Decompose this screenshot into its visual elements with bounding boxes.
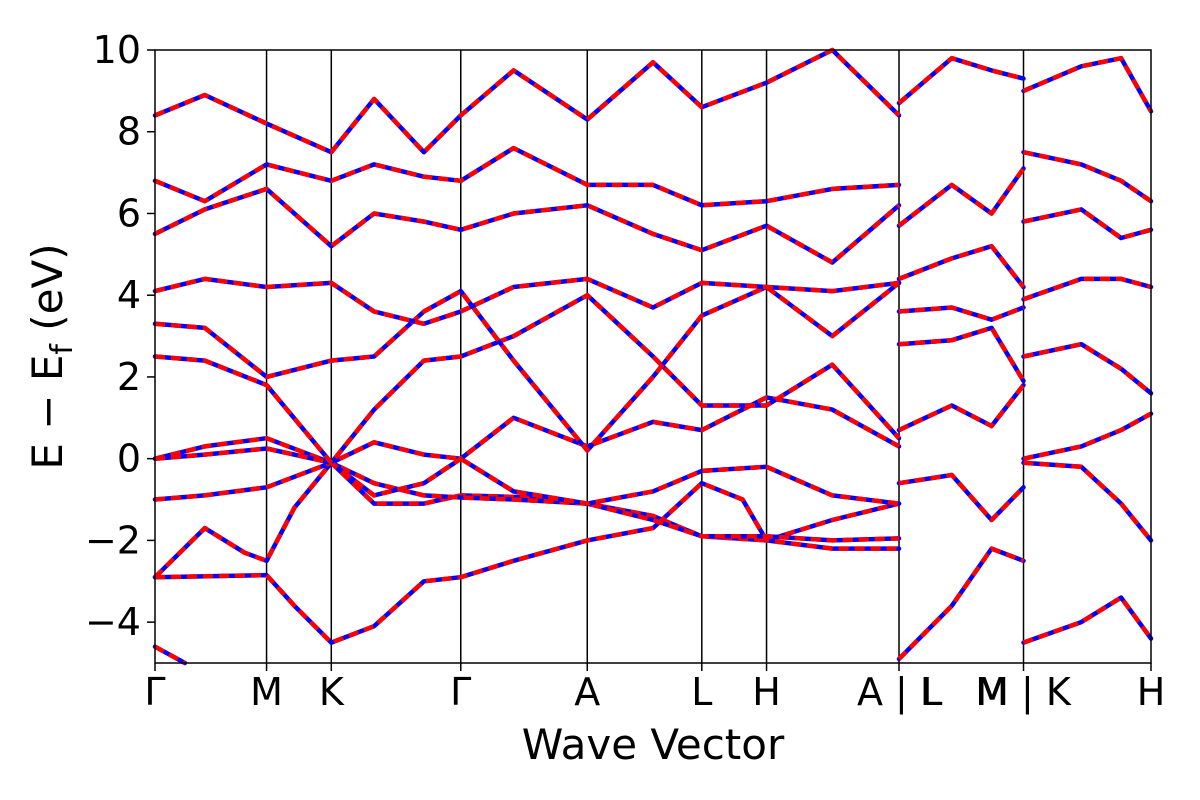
band-comparison-20 xyxy=(1022,595,1153,645)
band-comparison-15 xyxy=(898,325,1026,383)
y-tick-label: 4 xyxy=(117,273,141,317)
band-comparison-24 xyxy=(1022,276,1152,302)
band-comparison-12 xyxy=(897,546,1025,661)
x-tick-label: Γ xyxy=(144,670,165,714)
y-axis-label-main: E − E xyxy=(23,355,72,470)
band-comparison-19 xyxy=(897,55,1025,105)
x-axis-label: Wave Vector xyxy=(522,720,785,769)
x-tick-label-extra: M xyxy=(975,670,1008,714)
x-tick-label: L xyxy=(691,670,712,714)
band-comparison-23 xyxy=(1023,341,1153,396)
y-tick-label: −2 xyxy=(85,518,141,562)
band-comparison-14 xyxy=(898,383,1026,433)
band-comparison-3 xyxy=(154,460,900,543)
band-comparison-22 xyxy=(1023,411,1153,461)
band-comparison-0 xyxy=(153,644,186,665)
y-axis-label-subscript: f xyxy=(45,343,80,355)
y-tick-label: 0 xyxy=(117,437,141,481)
band-comparison-1 xyxy=(153,460,900,579)
band-comparison-10 xyxy=(154,145,900,208)
band-comparison-11 xyxy=(154,47,901,155)
band-comparison-13 xyxy=(898,472,1026,523)
band-comparison-25 xyxy=(1023,207,1152,241)
y-tick-label: 8 xyxy=(117,110,141,154)
x-tick-label: A xyxy=(574,670,600,714)
y-axis: −4 −2 0 2 4 6 8 10 xyxy=(85,28,155,644)
band-reference-17 xyxy=(896,243,1026,290)
band-comparison-5 xyxy=(154,395,901,498)
plot-area-frame xyxy=(154,49,1152,664)
band-comparison-4 xyxy=(154,435,900,506)
y-tick-label: −4 xyxy=(85,600,141,644)
band-comparison-16 xyxy=(898,305,1025,322)
band-comparison-7 xyxy=(154,281,901,453)
x-tick-label: M | K xyxy=(976,670,1072,715)
y-axis-label-unit: (eV) xyxy=(23,243,72,344)
band-comparison-27 xyxy=(1022,55,1153,113)
band-comparison-6 xyxy=(154,292,901,466)
x-tick-label-extra: L xyxy=(921,670,942,714)
band-comparison-8 xyxy=(154,276,900,327)
x-tick-label: Γ xyxy=(450,670,471,714)
band-comparison-21 xyxy=(1023,460,1153,542)
x-tick-label: M xyxy=(250,670,283,714)
x-tick-label: H xyxy=(752,670,781,714)
x-tick-label: H xyxy=(1137,670,1166,714)
band-comparison-26 xyxy=(1023,149,1153,204)
y-tick-label: 10 xyxy=(93,28,141,72)
band-series xyxy=(152,47,1154,666)
band-comparison-18 xyxy=(897,167,1026,228)
y-tick-label: 2 xyxy=(117,355,141,399)
x-tick-label: A | L xyxy=(857,670,941,715)
y-axis-label: E − Ef (eV) xyxy=(23,243,80,469)
x-tick-label: K xyxy=(319,670,345,714)
band-comparison-2 xyxy=(154,480,899,645)
band-comparison-9 xyxy=(154,186,901,265)
y-tick-label: 6 xyxy=(117,191,141,235)
